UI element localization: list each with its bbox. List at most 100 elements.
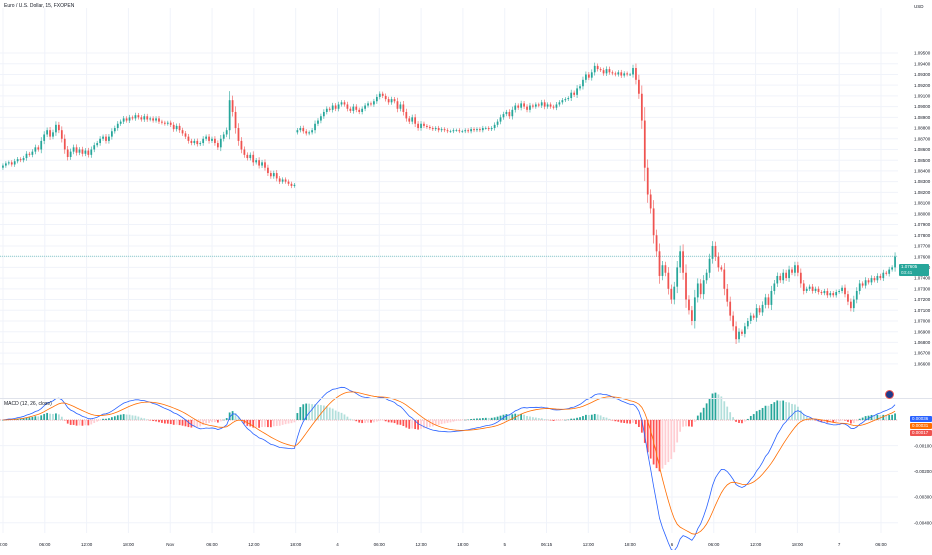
macd-histogram-bar: [490, 417, 493, 420]
candle-body: [440, 129, 443, 131]
macd-histogram-bar: [172, 419, 175, 425]
candle-body: [52, 132, 54, 137]
macd-histogram-bar: [870, 414, 873, 420]
candle-body: [320, 116, 322, 121]
candle-body: [408, 118, 411, 122]
candle-body: [119, 121, 122, 124]
candle-body: [791, 269, 793, 273]
macd-histogram-bar: [788, 402, 790, 420]
candle-body: [640, 93, 643, 121]
candle-body: [78, 149, 81, 153]
macd-histogram-bar: [355, 419, 358, 422]
candle-body: [299, 128, 302, 131]
macd-histogram-bar: [128, 414, 131, 420]
candle-body: [402, 104, 405, 112]
macd-histogram-bar: [585, 414, 587, 420]
macd-histogram-bar: [358, 419, 361, 423]
candle-body: [479, 129, 481, 131]
candle-body: [847, 294, 849, 302]
candle-body: [99, 138, 101, 144]
macd-histogram-bar: [140, 417, 143, 420]
candle-body: [202, 138, 205, 144]
candle-body: [729, 301, 732, 316]
macd-histogram-bar: [202, 419, 205, 426]
candle-body: [585, 74, 587, 80]
macd-histogram-bar: [755, 411, 758, 420]
candle-body: [428, 126, 431, 129]
macd-histogram-bar: [193, 419, 196, 428]
candle-body: [13, 161, 16, 165]
candle-body: [211, 138, 213, 141]
macd-histogram-bar: [43, 414, 46, 420]
macd-histogram-bar: [146, 419, 149, 420]
macd-histogram-bar: [635, 419, 637, 425]
signal-line: [2, 391, 896, 535]
macd-histogram-bar: [752, 414, 755, 420]
pane-separator[interactable]: [0, 398, 932, 399]
macd-histogram-bar: [829, 419, 832, 423]
candle-body: [93, 145, 96, 150]
macd-histogram-bar: [576, 417, 578, 420]
macd-line: [2, 386, 896, 552]
candle-body: [523, 103, 525, 107]
macd-histogram-bar: [328, 407, 331, 420]
macd-histogram-bar: [110, 417, 113, 420]
candle-body: [723, 269, 726, 289]
candle-body: [788, 269, 790, 279]
macd-histogram-bar: [373, 419, 375, 423]
candle-body: [172, 124, 175, 130]
macd-histogram-bar: [90, 419, 93, 425]
macd-plot: [0, 386, 898, 552]
macd-histogram-bar: [499, 415, 502, 420]
macd-histogram-bar: [137, 416, 140, 420]
candle-body: [764, 297, 767, 305]
candle-body: [829, 293, 832, 296]
candle-body: [19, 159, 22, 161]
macd-histogram-bar: [272, 419, 275, 427]
macd-histogram-bar: [820, 419, 823, 423]
macd-histogram-bar: [437, 419, 440, 425]
macd-histogram-bar: [428, 419, 431, 428]
macd-histogram-bar: [361, 419, 364, 424]
candle-body: [885, 272, 888, 274]
candle-body: [779, 275, 782, 281]
candle-body: [611, 72, 614, 74]
macd-histogram-bar: [693, 419, 696, 422]
macd-histogram-bar: [325, 406, 328, 420]
chart-logo-icon[interactable]: [885, 390, 894, 399]
macd-histogram-bar: [761, 407, 764, 420]
macd-histogram-bar: [511, 414, 514, 420]
macd-histogram-bar: [63, 419, 66, 421]
candle-body: [832, 293, 835, 296]
candle-body: [343, 102, 346, 105]
candle-body: [7, 162, 10, 164]
candle-body: [537, 104, 540, 106]
macd-title[interactable]: MACD (12, 26, close): [4, 401, 52, 407]
macd-histogram-bar: [805, 416, 808, 420]
macd-histogram-bar: [517, 414, 520, 420]
time-tick-label: 18:00: [792, 542, 804, 547]
candle-body: [243, 149, 246, 155]
candle-body: [546, 104, 549, 107]
candle-body: [384, 95, 387, 100]
symbol-title[interactable]: Euro / U.S. Dollar, 15, FXOPEN: [4, 3, 75, 9]
price-countdown: 03:41: [901, 270, 913, 275]
candle-body: [196, 140, 199, 145]
macd-histogram-bar: [658, 419, 661, 472]
candle-body: [670, 288, 673, 300]
macd-histogram-bar: [847, 419, 849, 422]
macd-histogram-bar: [131, 415, 134, 420]
macd-histogram-bar: [579, 417, 581, 420]
macd-histogram-bar: [375, 419, 378, 422]
candle-body: [267, 167, 269, 174]
macd-histogram-bar: [682, 419, 684, 427]
candle-body: [87, 150, 90, 155]
macd-histogram-bar: [835, 419, 838, 422]
price-tick-label: 1.08500: [914, 158, 931, 163]
macd-histogram-bar: [334, 410, 337, 420]
macd-histogram-bar: [526, 416, 528, 420]
macd-histogram-bar: [487, 417, 490, 420]
current-price-badge: 1.07605 03:41: [899, 264, 929, 276]
